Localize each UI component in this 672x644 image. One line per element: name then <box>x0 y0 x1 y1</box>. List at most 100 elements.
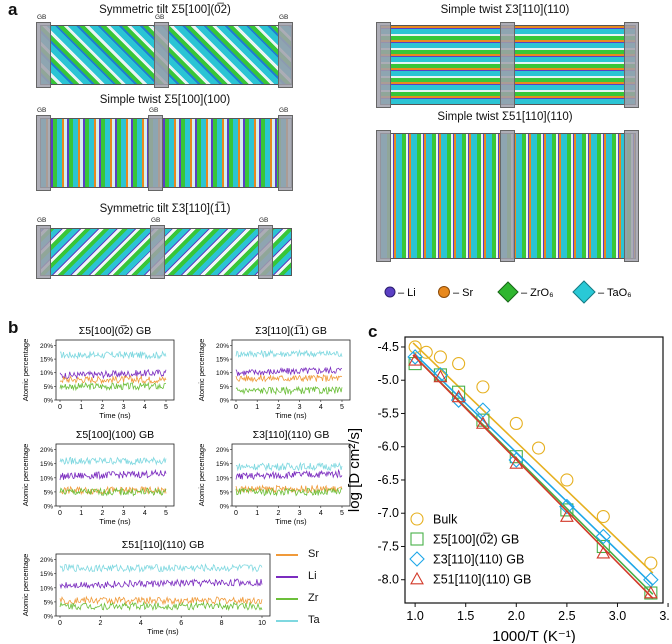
data-point-s3-gb <box>450 392 467 408</box>
gb-marker <box>376 130 391 262</box>
data-point-s5-gb <box>596 539 610 554</box>
plot-frame <box>55 443 175 507</box>
plot-title: Σ5[100](0̅2) GB <box>79 325 151 337</box>
y-tick-label: -7.5 <box>377 539 399 553</box>
y-tick-label: -7.0 <box>377 506 399 520</box>
panel-a-legend: – Li – Sr – ZrO₆ – TaO₆ <box>384 280 632 304</box>
y-tick-label: 0% <box>44 398 54 405</box>
plot-title: Σ3[110](1̅1) GB <box>255 325 327 337</box>
y-axis-label: log [D cm²/s] <box>346 428 363 512</box>
data-point-s51-gb <box>643 585 658 599</box>
series-line-li <box>59 468 167 481</box>
series-line-li <box>235 365 343 377</box>
x-tick-label: 1 <box>255 404 259 411</box>
data-point-s51-gb <box>475 416 490 429</box>
y-tick-label: 15% <box>216 357 229 364</box>
x-tick-label: 6 <box>179 620 183 627</box>
y-axis-label: Atomic percentage <box>21 444 30 507</box>
structure-title-1: Symmetric tilt Σ5[100](0̅2) <box>99 4 231 16</box>
x-tick-label: 4 <box>319 404 323 411</box>
y-tick-label: 20% <box>216 447 229 454</box>
y-tick-label: 10% <box>40 370 53 377</box>
plot-frame <box>55 553 271 617</box>
atomic-percentage-plot: Σ5[100](0̅2) GB 0% 5% 10% 15% 20% 0 1 2 3 4 5 Time (… <box>21 325 175 420</box>
y-tick-label: 20% <box>216 343 229 350</box>
y-tick-label: 20% <box>40 557 53 564</box>
y-tick-label: 5% <box>44 384 54 391</box>
series-line-sr <box>235 373 343 383</box>
x-tick-label: 3.5 <box>659 609 670 623</box>
y-axis-label: Atomic percentage <box>197 444 206 507</box>
legend-label-s51-gb: Σ51[110](110) GB <box>433 573 531 587</box>
atomic-percentage-plot: Σ51[110](110) GB 0% 5% 10% 15% 20% 0 2 4 6 8 10 Time… <box>21 539 271 636</box>
legend-marker-bulk <box>410 512 424 526</box>
series-line-li <box>59 368 167 381</box>
x-tick-label: 1 <box>79 510 83 517</box>
plot-title: Σ51[110](110) GB <box>122 539 205 551</box>
legend-label-ta-series: Ta <box>308 614 320 626</box>
series-line-li <box>235 468 343 480</box>
series-line-ta <box>59 563 263 574</box>
y-axis-label: Atomic percentage <box>197 339 206 402</box>
y-tick-label: -4.5 <box>377 340 399 354</box>
gb-marker <box>150 225 165 279</box>
y-tick-label: 0% <box>44 614 54 621</box>
data-point-s3-gb <box>643 571 659 588</box>
legend-label-sr-series: Sr <box>308 548 319 560</box>
y-tick-label: 20% <box>40 343 53 350</box>
gb-marker <box>148 115 163 191</box>
y-axis-label: Atomic percentage <box>21 339 30 402</box>
zro6-octahedron-icon <box>497 281 519 303</box>
gb-marker <box>36 22 51 88</box>
y-tick-label: -6.0 <box>377 440 399 454</box>
x-axis-label: Time (ns) <box>99 411 131 420</box>
gb-marker <box>624 22 639 108</box>
x-tick-label: 1 <box>255 510 259 517</box>
plot-frame <box>55 339 175 401</box>
legend-label-li: – Li <box>398 287 416 299</box>
legend-label-li-series: Li <box>308 570 317 582</box>
legend-swatch-zr <box>276 598 298 600</box>
legend-label-s3-gb: Σ3[110](110) GB <box>433 553 524 567</box>
y-tick-label: 15% <box>40 461 53 468</box>
structure-title-2: Simple twist Σ5[100](100) <box>99 94 231 106</box>
legend-label-zro6: – ZrO₆ <box>521 287 554 299</box>
series-line-ta <box>235 461 343 472</box>
data-point-s51-gb <box>596 545 611 559</box>
series-line-zr <box>235 486 343 497</box>
gb-tag: GB <box>279 14 289 21</box>
legend-swatch-li <box>276 576 298 578</box>
plot-frame <box>404 336 664 604</box>
plot-title: Σ5[100](100) GB <box>76 429 154 441</box>
x-tick-label: 4 <box>143 404 147 411</box>
x-tick-label: 3.0 <box>609 609 626 623</box>
data-point-bulk <box>433 350 447 364</box>
x-tick-label: 1.0 <box>406 609 423 623</box>
data-point-s5-gb <box>560 503 574 517</box>
data-point-s5-gb <box>509 450 523 464</box>
legend-label-s5-gb: Σ5[100](0̅2) GB <box>433 533 519 547</box>
x-tick-label: 2.0 <box>508 609 525 623</box>
plot-frame <box>231 443 351 507</box>
gb-marker <box>376 22 391 108</box>
series-line-ta <box>235 349 343 359</box>
data-point-bulk <box>596 510 610 524</box>
gb-tag: GB <box>155 14 165 21</box>
gb-tag: GB <box>149 107 159 114</box>
x-tick-label: 2 <box>98 620 102 627</box>
structure-title-4: Simple twist Σ3[110](110) <box>440 4 570 16</box>
legend-marker-s5-gb <box>410 532 424 546</box>
gb-marker <box>154 22 169 88</box>
panel-c-label: c <box>368 322 378 341</box>
y-tick-label: 20% <box>40 447 53 454</box>
data-point-s51-gb <box>559 509 574 522</box>
y-tick-label: -5.5 <box>377 406 399 420</box>
x-tick-label: 2.5 <box>558 609 575 623</box>
gb-marker <box>36 115 51 191</box>
x-tick-label: 3 <box>298 510 302 517</box>
plot-title: Σ3[110](110) GB <box>253 429 330 441</box>
plot-frame <box>231 339 351 401</box>
x-tick-label: 4 <box>139 620 143 627</box>
series-line-sr <box>59 374 167 385</box>
data-point-s51-gb <box>408 353 423 366</box>
